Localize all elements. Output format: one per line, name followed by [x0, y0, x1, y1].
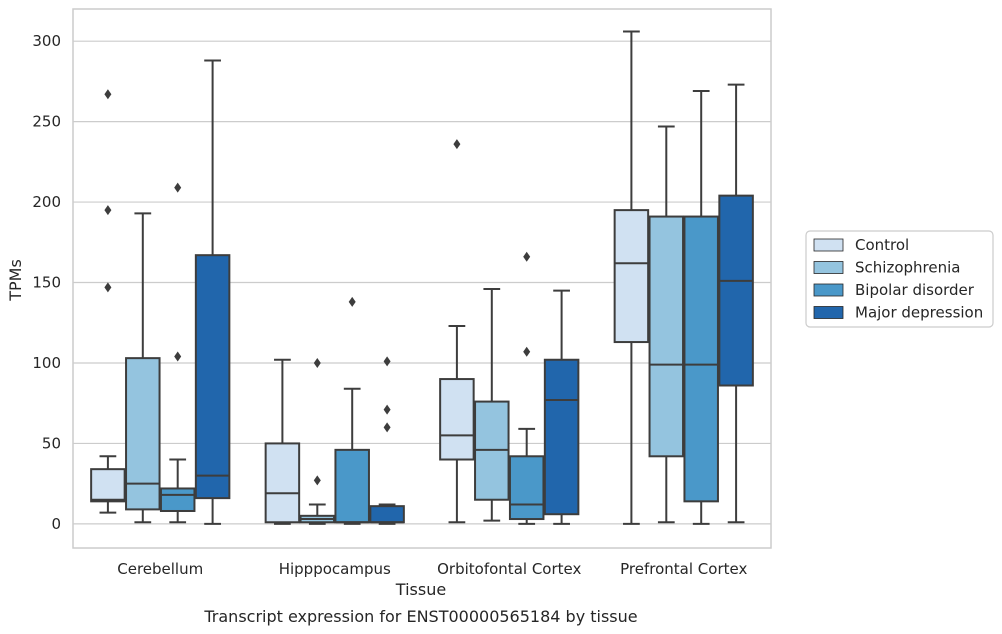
- outlier-point: [383, 404, 391, 415]
- box-schizophrenia: [125, 212, 161, 524]
- box-iqr: [369, 505, 405, 524]
- outlier-point: [104, 89, 112, 100]
- boxes: [90, 30, 754, 525]
- box-iqr: [264, 442, 301, 524]
- box-schizophrenia: [648, 125, 685, 524]
- box-bipolar-disorder: [508, 251, 545, 525]
- outlier-point: [104, 282, 112, 293]
- box-major-depression: [718, 83, 754, 524]
- box-iqr: [543, 358, 580, 516]
- y-tick-label: 250: [32, 113, 61, 131]
- y-axis-label: TPMs: [6, 259, 25, 302]
- y-axis-ticks: 0 50 100 150 200 250 300: [32, 32, 61, 533]
- x-tick-label: Hipppocampus: [279, 560, 391, 578]
- plot-frame: [72, 8, 772, 549]
- outlier-point: [174, 351, 182, 362]
- outlier-point: [523, 346, 531, 357]
- box-iqr: [683, 215, 719, 503]
- x-axis-ticks: Cerebellum Hipppocampus Orbitofontal Corte…: [117, 560, 747, 578]
- y-tick-label: 300: [32, 32, 61, 50]
- box-iqr: [508, 455, 545, 521]
- box-bipolar-disorder: [159, 182, 196, 524]
- legend-swatch: [813, 306, 844, 319]
- x-tick-label: Cerebellum: [117, 560, 203, 578]
- box-schizophrenia: [299, 357, 336, 525]
- outlier-point: [348, 296, 356, 307]
- box-schizophrenia: [474, 287, 510, 522]
- y-tick-label: 200: [32, 193, 61, 211]
- legend-label: Bipolar disorder: [855, 281, 975, 299]
- outlier-point: [383, 422, 391, 433]
- outlier-point: [104, 205, 112, 216]
- outlier-point: [523, 251, 531, 262]
- box-control: [90, 89, 126, 514]
- box-major-depression: [543, 289, 580, 525]
- box-control: [439, 139, 475, 524]
- outlier-point: [174, 182, 182, 193]
- legend: Control Schizophrenia Bipolar disorder Majo…: [805, 230, 994, 328]
- box-control: [613, 30, 650, 525]
- box-iqr: [613, 209, 650, 344]
- y-tick-label: 150: [32, 274, 61, 292]
- box-iqr: [334, 448, 370, 524]
- y-tick-label: 100: [32, 354, 61, 372]
- grid-lines: [73, 40, 771, 525]
- legend-swatch: [813, 261, 844, 274]
- box-control: [264, 358, 301, 525]
- legend-frame: [805, 230, 994, 328]
- box-iqr: [718, 194, 754, 387]
- y-tick-label: 0: [51, 515, 61, 533]
- box-iqr: [439, 378, 475, 461]
- box-iqr: [125, 357, 161, 511]
- box-bipolar-disorder: [683, 90, 719, 525]
- legend-label: Schizophrenia: [855, 259, 960, 277]
- outlier-point: [313, 475, 321, 486]
- x-tick-label: Orbitofontal Cortex: [437, 560, 581, 578]
- box-iqr: [90, 468, 126, 503]
- y-tick-label: 50: [42, 434, 61, 452]
- x-axis-label: Tissue: [395, 580, 446, 599]
- outlier-point: [383, 356, 391, 367]
- chart-caption: Transcript expression for ENST0000056518…: [203, 607, 637, 626]
- outlier-point: [453, 139, 461, 150]
- legend-label: Major depression: [855, 304, 983, 322]
- outlier-point: [313, 357, 321, 368]
- box-iqr: [159, 487, 196, 512]
- x-tick-label: Prefrontal Cortex: [620, 560, 747, 578]
- box-bipolar-disorder: [334, 296, 370, 525]
- legend-swatch: [813, 238, 844, 252]
- box-major-depression: [369, 356, 405, 525]
- legend-swatch: [813, 283, 844, 297]
- box-iqr: [194, 254, 231, 500]
- legend-label: Control: [855, 236, 909, 254]
- box-iqr: [648, 215, 685, 458]
- box-major-depression: [194, 59, 231, 525]
